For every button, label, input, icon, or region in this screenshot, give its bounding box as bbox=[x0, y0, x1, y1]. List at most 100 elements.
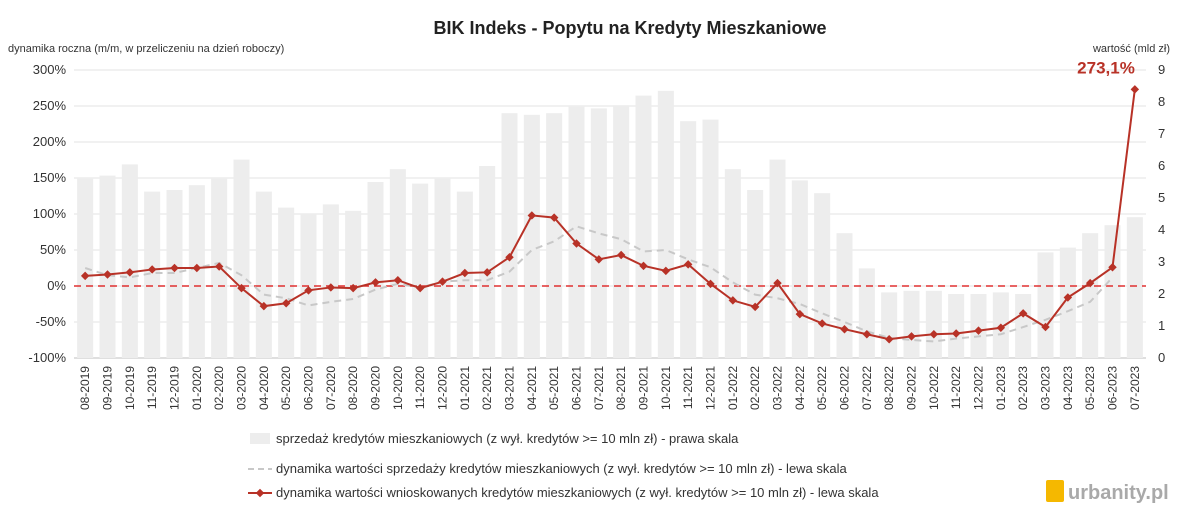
x-tick-label: 02-2023 bbox=[1016, 366, 1030, 410]
bar bbox=[613, 105, 630, 358]
bar bbox=[1104, 225, 1121, 358]
bar bbox=[523, 114, 540, 358]
bar bbox=[546, 113, 563, 358]
x-tick-label: 08-2019 bbox=[78, 366, 92, 410]
x-tick-label: 08-2020 bbox=[346, 366, 360, 410]
x-tick-label: 07-2023 bbox=[1128, 366, 1142, 410]
x-tick-label: 08-2021 bbox=[614, 366, 628, 410]
left-tick-label: -50% bbox=[36, 314, 67, 329]
bar bbox=[747, 190, 764, 358]
right-tick-label: 3 bbox=[1158, 254, 1165, 269]
data-point-marker bbox=[773, 278, 782, 288]
x-tick-label: 11-2019 bbox=[145, 366, 159, 409]
bar bbox=[903, 290, 920, 358]
data-point-marker bbox=[661, 266, 671, 276]
x-tick-label: 05-2022 bbox=[815, 366, 829, 410]
data-point-marker bbox=[237, 283, 246, 293]
data-point-marker bbox=[974, 326, 983, 335]
sales-dynamics-line bbox=[84, 225, 1114, 343]
x-tick-label: 12-2022 bbox=[972, 366, 986, 410]
data-point-marker bbox=[884, 335, 894, 344]
data-point-marker bbox=[1063, 293, 1073, 302]
data-point-marker bbox=[1041, 322, 1050, 332]
data-point-marker bbox=[951, 329, 961, 338]
bar bbox=[255, 191, 272, 358]
x-tick-label: 12-2020 bbox=[436, 366, 450, 410]
bar bbox=[1126, 217, 1143, 358]
bar bbox=[858, 268, 875, 358]
left-tick-label: 200% bbox=[33, 134, 67, 149]
x-tick-label: 07-2021 bbox=[592, 366, 606, 410]
x-tick-label: 09-2021 bbox=[637, 366, 651, 410]
x-tick-label: 03-2023 bbox=[1039, 366, 1053, 410]
data-point-marker bbox=[996, 323, 1006, 333]
x-tick-label: 05-2021 bbox=[547, 366, 561, 410]
right-tick-label: 5 bbox=[1158, 190, 1165, 205]
gridlines bbox=[74, 69, 1146, 359]
x-tick-label: 01-2023 bbox=[994, 366, 1008, 410]
x-tick-label: 04-2023 bbox=[1061, 366, 1075, 410]
legend-label-applications-line: dynamika wartości wnioskowanych kredytów… bbox=[276, 485, 879, 500]
bar bbox=[791, 180, 808, 358]
data-point-marker bbox=[817, 319, 827, 328]
bar bbox=[479, 166, 496, 358]
data-point-marker bbox=[840, 324, 849, 334]
bar bbox=[278, 207, 295, 358]
bar bbox=[925, 290, 942, 358]
x-tick-label: 10-2020 bbox=[391, 366, 405, 410]
chart-title: BIK Indeks - Popytu na Kredyty Mieszkani… bbox=[433, 18, 826, 38]
bar bbox=[702, 119, 719, 358]
bar bbox=[501, 113, 518, 358]
watermark: urbanity.pl bbox=[1046, 480, 1169, 504]
right-tick-label: 7 bbox=[1158, 126, 1165, 141]
data-point-marker bbox=[326, 283, 336, 292]
data-point-marker bbox=[103, 270, 112, 279]
x-tick-label: 02-2021 bbox=[480, 366, 494, 410]
data-point-marker bbox=[371, 278, 380, 287]
x-tick-label: 10-2021 bbox=[659, 366, 673, 410]
bar bbox=[590, 108, 607, 359]
x-tick-label: 09-2022 bbox=[905, 366, 919, 410]
data-point-marker bbox=[706, 279, 715, 289]
x-tick-label: 06-2020 bbox=[302, 366, 316, 410]
data-point-marker bbox=[170, 263, 179, 273]
data-point-marker bbox=[1130, 85, 1140, 94]
bar bbox=[367, 182, 384, 358]
legend: sprzedaż kredytów mieszkaniowych (z wył.… bbox=[248, 431, 879, 500]
bar bbox=[724, 169, 741, 358]
x-tick-label: 10-2022 bbox=[927, 366, 941, 410]
left-tick-label: 100% bbox=[33, 206, 67, 221]
data-point-marker bbox=[683, 260, 693, 269]
data-point-marker bbox=[259, 301, 269, 311]
x-tick-label: 02-2020 bbox=[212, 366, 226, 410]
right-tick-label: 8 bbox=[1158, 94, 1165, 109]
right-tick-label: 4 bbox=[1158, 222, 1165, 237]
x-tick-label: 08-2022 bbox=[882, 366, 896, 410]
x-tick-label: 03-2022 bbox=[771, 366, 785, 410]
sales-dynamics-line-series bbox=[84, 225, 1114, 343]
x-tick-label: 03-2020 bbox=[235, 366, 249, 410]
bar bbox=[635, 95, 652, 358]
data-point-marker bbox=[393, 275, 403, 285]
data-point-marker bbox=[438, 277, 447, 286]
bar-series bbox=[77, 90, 1143, 359]
data-point-marker bbox=[147, 265, 157, 274]
right-tick-label: 0 bbox=[1158, 350, 1165, 365]
x-tick-label: 11-2021 bbox=[681, 366, 695, 409]
right-axis-label: wartość (mld zł) bbox=[1092, 43, 1170, 55]
bar bbox=[412, 183, 429, 358]
x-tick-label: 06-2021 bbox=[570, 366, 584, 410]
data-point-marker bbox=[862, 329, 872, 339]
right-tick-label: 2 bbox=[1158, 286, 1165, 301]
data-point-marker bbox=[929, 329, 939, 339]
left-axis-ticks: -100% -50% 0% 50% 100% 150% 200% 250% 300% bbox=[28, 62, 66, 365]
bar bbox=[434, 178, 451, 358]
legend-label-bars: sprzedaż kredytów mieszkaniowych (z wył.… bbox=[276, 431, 739, 446]
data-point-marker bbox=[460, 268, 470, 278]
bar bbox=[657, 90, 674, 359]
left-tick-label: 250% bbox=[33, 98, 67, 113]
x-tick-label: 06-2023 bbox=[1106, 366, 1120, 410]
bar bbox=[836, 233, 853, 358]
data-point-marker bbox=[1108, 263, 1117, 272]
x-tick-label: 06-2022 bbox=[838, 366, 852, 410]
